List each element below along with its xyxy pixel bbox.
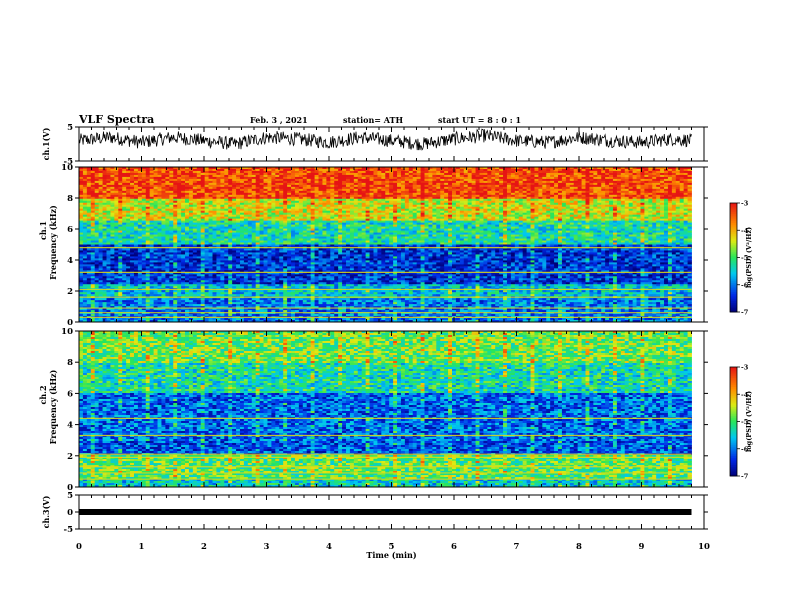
ch1-ylabel: ch.1(V)	[41, 127, 51, 160]
ch1-waveform-panel: 5-5ch.1(V)	[41, 123, 708, 167]
start-time-label: start UT = 8 : 0 : 1	[438, 115, 521, 125]
ch1-waveform-line	[79, 129, 692, 150]
chart-title: VLF Spectra	[78, 113, 154, 126]
station-label: station= ATH	[343, 115, 403, 125]
date-label: Feb. 3 , 2021	[250, 115, 308, 125]
ch1-ytick-label: 5	[67, 123, 73, 133]
